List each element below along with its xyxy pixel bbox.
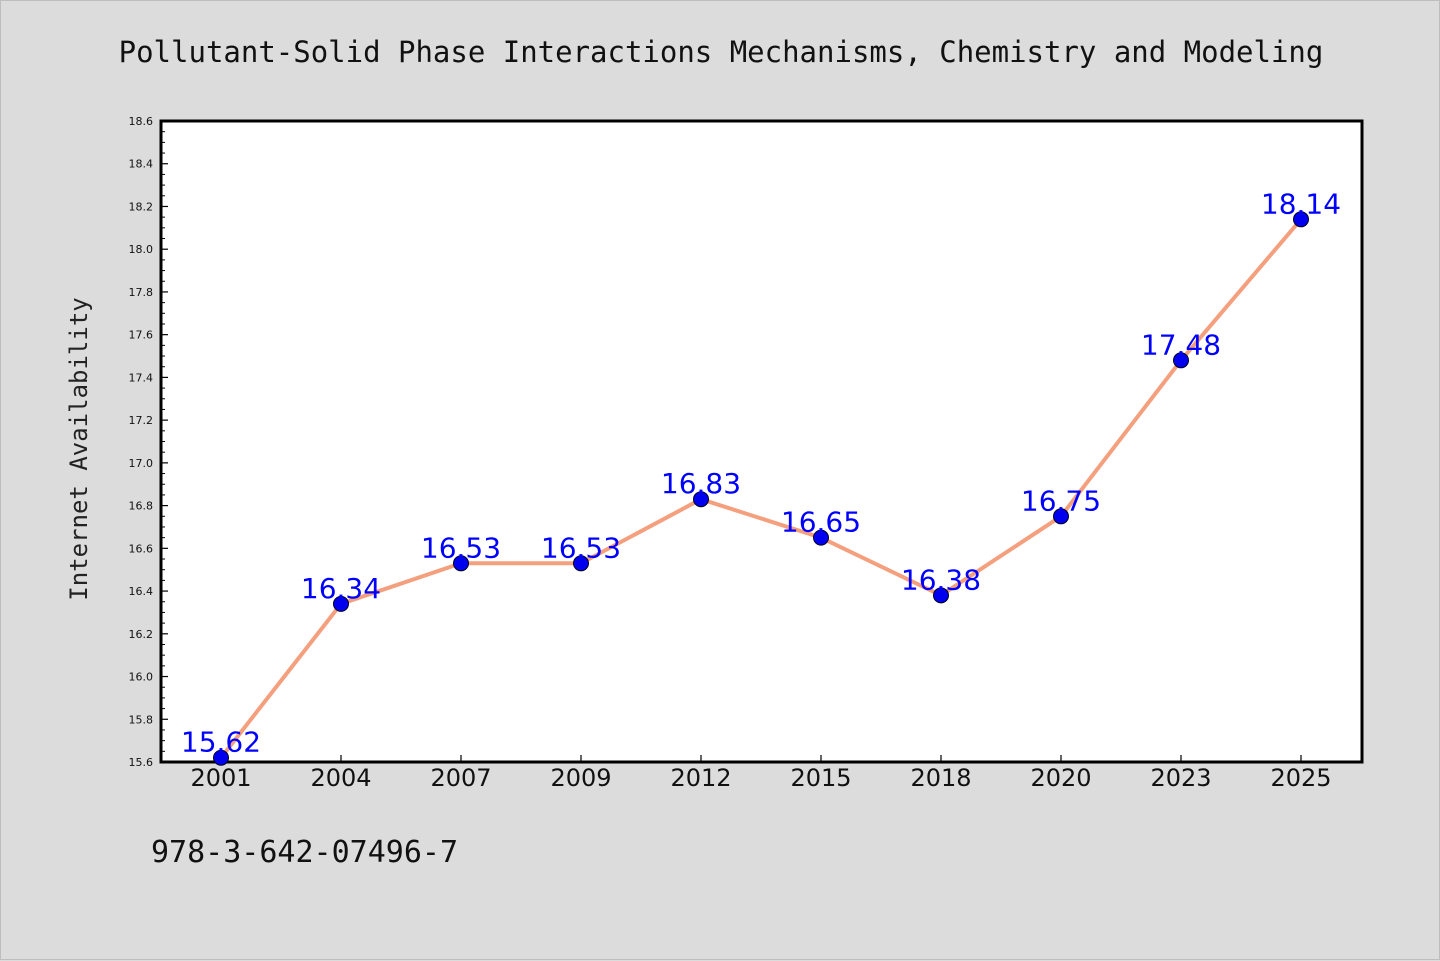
y-tick-label: 18.0 [129, 243, 154, 256]
data-label: 16.38 [901, 563, 981, 596]
y-tick-label: 17.0 [129, 457, 154, 470]
data-label: 16.83 [661, 467, 741, 500]
data-point [813, 529, 829, 546]
data-point [213, 749, 229, 766]
x-tick-label: 2015 [790, 764, 851, 792]
series-line [219, 217, 1303, 759]
y-tick-label: 16.4 [129, 585, 154, 598]
y-tick-label: 18.4 [129, 158, 154, 171]
y-axis: 15.6 15.8 16.0 16.2 16.4 16.6 16.8 17.0 17.2 17.4… [129, 115, 168, 769]
data-point [693, 491, 709, 508]
data-label: 15.62 [181, 726, 261, 759]
isbn-text: 978-3-642-07496-7 [151, 835, 459, 870]
y-tick-label: 17.2 [129, 414, 154, 427]
x-tick-label: 2007 [430, 764, 491, 792]
x-tick-label: 2004 [310, 764, 371, 792]
data-point [333, 595, 349, 612]
data-point [453, 555, 469, 572]
x-tick-label: 2023 [1150, 764, 1211, 792]
data-point [933, 587, 949, 604]
data-label: 16.53 [541, 531, 621, 564]
plot-area [159, 119, 1364, 764]
y-tick-label: 18.2 [129, 200, 154, 213]
data-label: 16.65 [781, 506, 861, 539]
data-label: 16.34 [301, 572, 381, 605]
y-tick-label: 18.6 [129, 115, 154, 128]
x-tick-label: 2025 [1270, 764, 1331, 792]
x-tick-label: 2018 [910, 764, 971, 792]
y-tick-label: 17.6 [129, 329, 154, 342]
x-tick-label: 2020 [1030, 764, 1091, 792]
data-point [1293, 211, 1309, 228]
y-tick-label: 17.4 [129, 371, 154, 384]
x-tick-label: 2001 [190, 764, 251, 792]
y-tick-label: 16.8 [129, 500, 154, 513]
y-tick-label: 15.8 [129, 713, 154, 726]
y-tick-label: 16.6 [129, 542, 154, 555]
y-tick-label: 15.6 [129, 756, 154, 769]
data-labels: 15.62 16.34 16.53 16.53 16.83 16.65 16.38 16.75… [181, 187, 1341, 758]
chart-title: Pollutant-Solid Phase Interactions Mecha… [118, 35, 1324, 69]
data-label: 16.53 [421, 531, 501, 564]
data-point [1173, 352, 1189, 369]
x-tick-label: 2012 [670, 764, 731, 792]
data-point [1053, 508, 1069, 525]
data-label: 18.14 [1261, 187, 1341, 220]
x-axis: 2001 2004 2007 2009 2012 2015 2018 2020 2023 2025 [190, 755, 1332, 792]
data-label: 17.48 [1141, 328, 1221, 361]
y-tick-label: 17.8 [129, 286, 154, 299]
y-tick-label: 16.0 [129, 671, 154, 684]
data-point [573, 555, 589, 572]
data-label: 16.75 [1021, 484, 1101, 517]
y-tick-label: 16.2 [129, 628, 154, 641]
x-tick-label: 2009 [550, 764, 611, 792]
data-points [213, 211, 1309, 766]
